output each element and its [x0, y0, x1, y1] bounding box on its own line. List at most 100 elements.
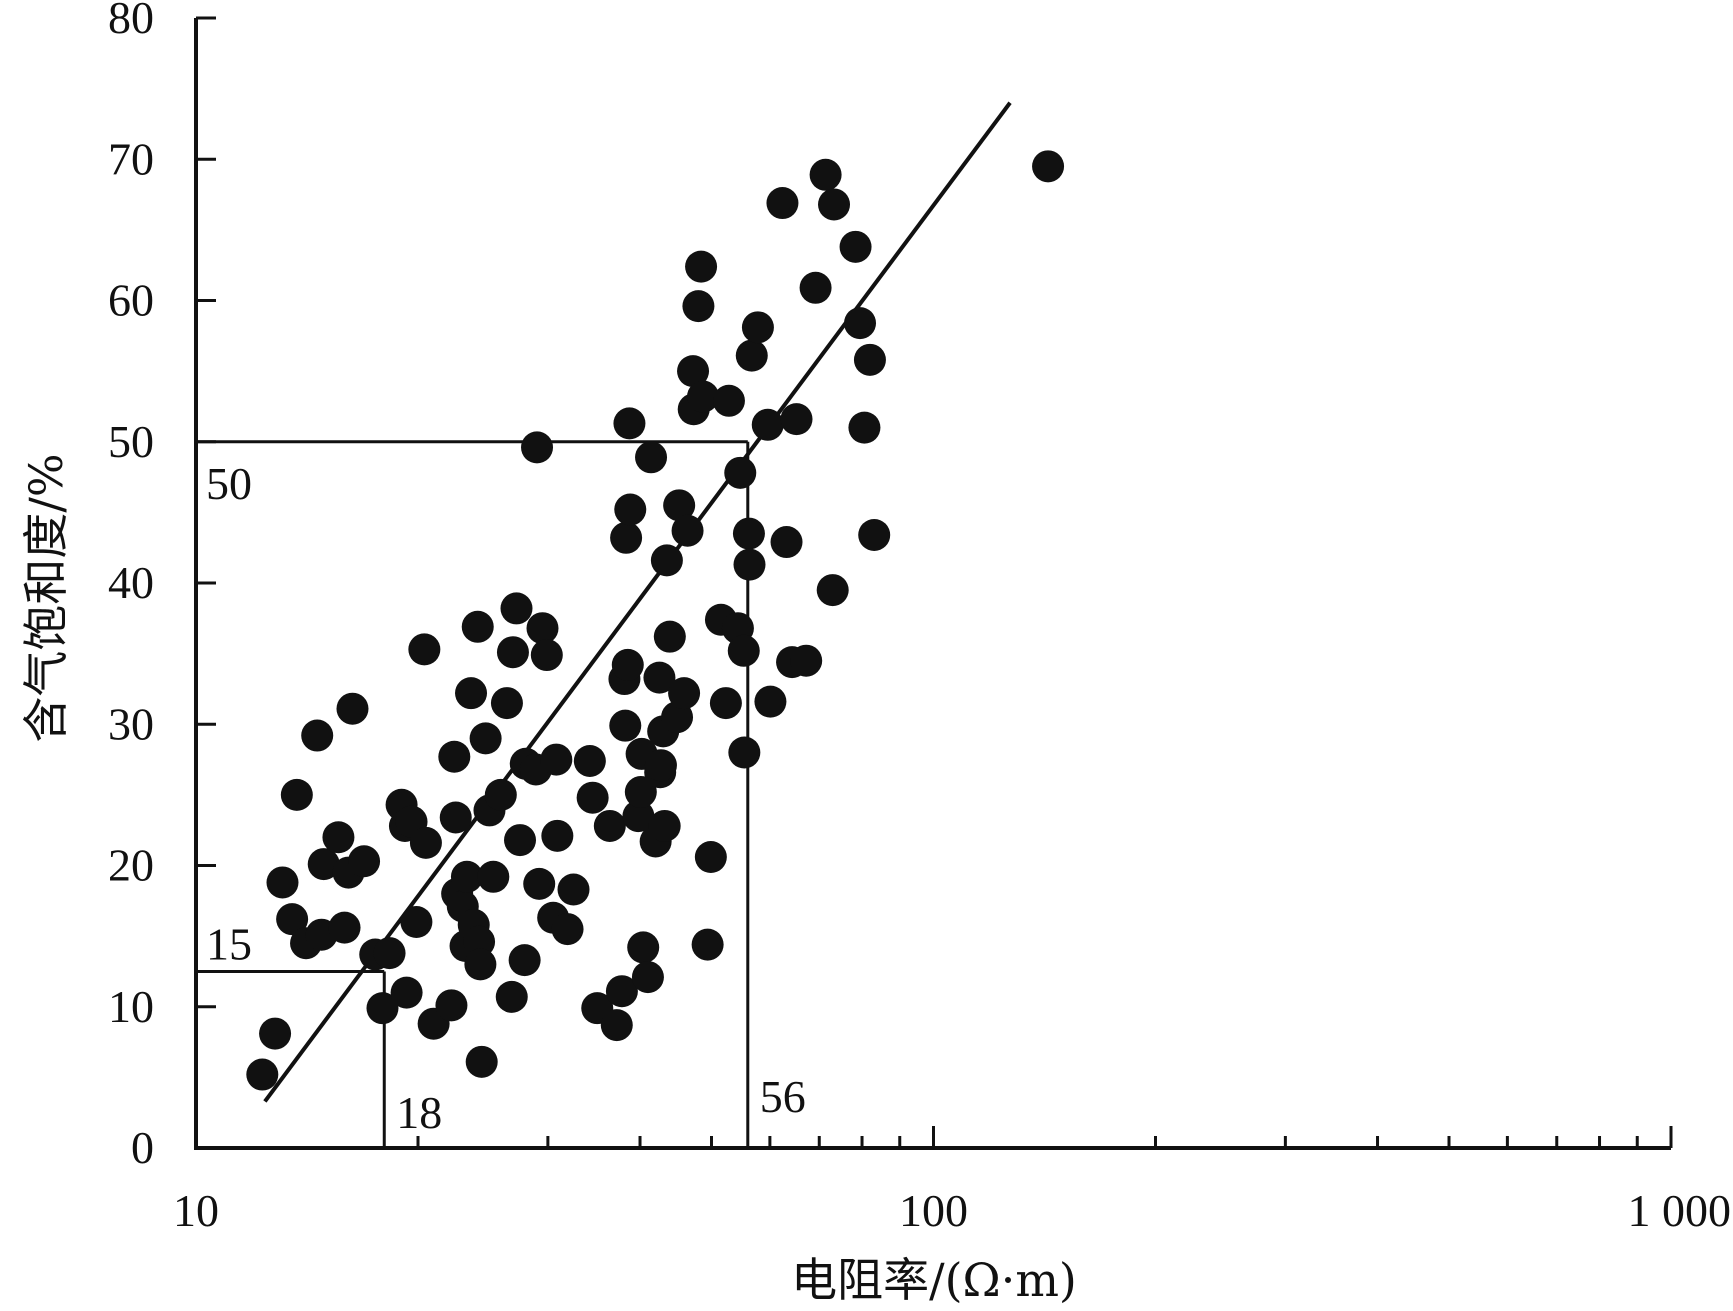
scatter-point [650, 544, 683, 577]
scatter-point [653, 620, 686, 653]
scatter-point [469, 722, 502, 755]
scatter-point [523, 867, 556, 900]
x-tick-label: 10 [173, 1185, 219, 1236]
scatter-point [694, 841, 727, 874]
scatter-point [408, 633, 441, 666]
reference-hline-label: 50 [206, 458, 252, 509]
scatter-point [508, 944, 541, 977]
scatter-point [733, 548, 766, 581]
scatter-point [496, 636, 529, 669]
y-tick-label: 30 [108, 698, 154, 749]
scatter-point [780, 403, 813, 436]
scatter-point [348, 845, 381, 878]
scatter-point [450, 860, 483, 893]
scatter-point [439, 801, 472, 834]
scatter-point [663, 489, 696, 522]
scatter-point [438, 740, 471, 773]
scatter-point [409, 826, 442, 859]
scatter-point [627, 931, 660, 964]
scatter-point [687, 380, 720, 413]
reference-hline-label: 15 [206, 918, 252, 969]
scatter-point [631, 961, 664, 994]
scatter-point [495, 980, 528, 1013]
scatter-point [614, 493, 647, 526]
scatter-point [455, 677, 488, 710]
scatter-point [541, 819, 574, 852]
scatter-point [609, 709, 642, 742]
scatter-point [644, 749, 677, 782]
fit-line [263, 101, 1012, 1103]
y-tick-label: 50 [108, 416, 154, 467]
scatter-point [844, 307, 877, 340]
scatter-point [685, 250, 718, 283]
scatter-point [741, 311, 774, 344]
reference-vline-label: 18 [396, 1087, 442, 1138]
scatter-point [671, 514, 704, 547]
scatter-point [373, 937, 406, 970]
y-tick-label: 0 [131, 1122, 154, 1173]
scatter-point [484, 778, 517, 811]
scatter-point [728, 736, 761, 769]
scatter-point [818, 188, 851, 221]
scatter-point [276, 903, 309, 936]
scatter-point [839, 230, 872, 263]
scatter-point [490, 687, 523, 720]
scatter-point [611, 648, 644, 681]
scatter-point [477, 860, 510, 893]
scatter-point [709, 687, 742, 720]
scatter-point [622, 800, 655, 833]
scatter-point [530, 639, 563, 672]
scatter-point [809, 158, 842, 191]
scatter-point [790, 644, 823, 677]
y-tick-label: 10 [108, 981, 154, 1032]
scatter-point [500, 592, 533, 625]
y-tick-label: 60 [108, 275, 154, 326]
scatter-point [336, 692, 369, 725]
x-axis-title: 电阻率/(Ω·m) [791, 1253, 1077, 1307]
scatter-point [712, 384, 745, 417]
scatter-point [266, 866, 299, 899]
scatter-point [526, 612, 559, 645]
y-tick-label: 70 [108, 133, 154, 184]
scatter-point [732, 517, 765, 550]
scatter-point [1032, 150, 1065, 183]
scatter-point [328, 911, 361, 944]
scatter-point [682, 290, 715, 323]
scatter-point [464, 948, 497, 981]
scatter-point [463, 925, 496, 958]
axis-ticks [196, 16, 1673, 1150]
scatter-point [751, 408, 784, 441]
axis-labels: 0 10 20 30 40 50 60 70 80 10 100 1 000 50 15 18 56 [108, 0, 1731, 1236]
scatter-point [504, 824, 537, 857]
scatter-point [635, 441, 668, 474]
scatter-point [610, 521, 643, 554]
y-tick-label: 40 [108, 557, 154, 608]
scatter-point [576, 781, 609, 814]
scatter-point [605, 975, 638, 1008]
data-points [246, 150, 1065, 1091]
y-axis-title: 含气饱和度/% [19, 453, 73, 742]
scatter-point [643, 661, 676, 694]
scatter-point [280, 778, 313, 811]
axes [194, 18, 1671, 1150]
scatter-point [246, 1058, 279, 1091]
scatter-point [521, 431, 554, 464]
x-tick-label: 1 000 [1628, 1185, 1732, 1236]
scatter-point [573, 744, 606, 777]
scatter-point [551, 913, 584, 946]
scatter-point [540, 743, 573, 776]
scatter-point [727, 634, 760, 667]
scatter-point [390, 976, 423, 1009]
scatter-point [461, 610, 494, 643]
scatter-point [691, 928, 724, 961]
scatter-point [613, 407, 646, 440]
scatter-point [624, 776, 657, 809]
scatter-point [858, 518, 891, 551]
scatter-point [600, 1009, 633, 1042]
scatter-point [766, 187, 799, 220]
scatter-point [557, 873, 590, 906]
scatter-point [593, 809, 626, 842]
scatter-point [853, 343, 886, 376]
scatter-point [366, 992, 399, 1025]
